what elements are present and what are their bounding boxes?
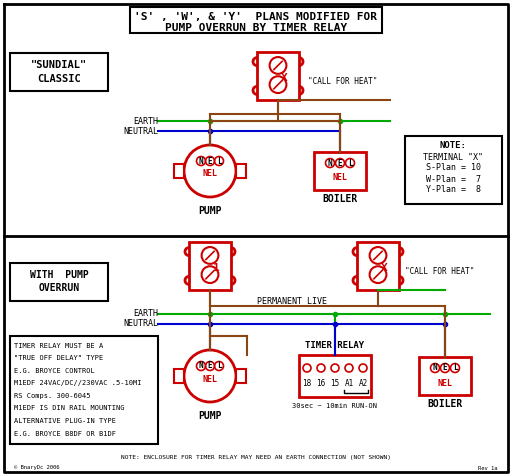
Text: Y-Plan =  8: Y-Plan = 8 (425, 186, 480, 195)
Text: N: N (199, 157, 203, 166)
Text: TERMINAL "X": TERMINAL "X" (423, 152, 483, 161)
Text: N: N (328, 159, 332, 168)
Text: "TRUE OFF DELAY" TYPE: "TRUE OFF DELAY" TYPE (14, 356, 103, 361)
Text: NEL: NEL (203, 375, 218, 384)
Text: © BnaryDc 2006: © BnaryDc 2006 (14, 466, 59, 470)
Text: X: X (281, 73, 288, 83)
Text: NEUTRAL: NEUTRAL (123, 127, 158, 136)
Text: PERMANENT LIVE: PERMANENT LIVE (257, 298, 327, 307)
FancyBboxPatch shape (357, 242, 399, 290)
Text: PUMP OVERRUN BY TIMER RELAY: PUMP OVERRUN BY TIMER RELAY (165, 23, 347, 33)
FancyBboxPatch shape (10, 336, 158, 444)
Text: A2: A2 (358, 379, 368, 388)
FancyBboxPatch shape (174, 369, 184, 383)
Text: S-Plan = 10: S-Plan = 10 (425, 163, 480, 172)
Text: PUMP: PUMP (198, 411, 222, 421)
Text: E.G. BROYCE CONTROL: E.G. BROYCE CONTROL (14, 368, 95, 374)
Text: EARTH: EARTH (133, 309, 158, 318)
Text: E: E (208, 361, 212, 370)
Text: "SUNDIAL": "SUNDIAL" (31, 60, 87, 70)
FancyBboxPatch shape (236, 369, 246, 383)
Text: L: L (348, 159, 352, 168)
Text: ALTERNATIVE PLUG-IN TYPE: ALTERNATIVE PLUG-IN TYPE (14, 418, 116, 424)
Text: EARTH: EARTH (133, 117, 158, 126)
Text: "CALL FOR HEAT": "CALL FOR HEAT" (308, 77, 377, 86)
Text: X: X (381, 263, 388, 273)
FancyBboxPatch shape (174, 164, 184, 178)
Text: BOILER: BOILER (323, 194, 357, 204)
FancyBboxPatch shape (314, 152, 366, 190)
Text: A1: A1 (345, 379, 354, 388)
FancyBboxPatch shape (405, 136, 502, 204)
Text: E: E (443, 364, 447, 373)
Text: Rev 1a: Rev 1a (479, 466, 498, 470)
Text: 'S' , 'W', & 'Y'  PLANS MODIFIED FOR: 'S' , 'W', & 'Y' PLANS MODIFIED FOR (135, 12, 377, 22)
Text: NEL: NEL (437, 378, 453, 387)
Text: L: L (453, 364, 457, 373)
Text: E: E (338, 159, 343, 168)
FancyBboxPatch shape (299, 355, 371, 397)
Text: PUMP: PUMP (198, 206, 222, 216)
Text: W-Plan =  7: W-Plan = 7 (425, 175, 480, 184)
Text: 16: 16 (316, 379, 326, 388)
Text: 18: 18 (303, 379, 312, 388)
FancyBboxPatch shape (189, 242, 231, 290)
FancyBboxPatch shape (257, 52, 299, 100)
Text: NOTE: ENCLOSURE FOR TIMER RELAY MAY NEED AN EARTH CONNECTION (NOT SHOWN): NOTE: ENCLOSURE FOR TIMER RELAY MAY NEED… (121, 456, 391, 460)
Text: NEL: NEL (203, 169, 218, 178)
Text: CLASSIC: CLASSIC (37, 74, 81, 84)
Text: L: L (217, 361, 221, 370)
Text: M1EDF IS DIN RAIL MOUNTING: M1EDF IS DIN RAIL MOUNTING (14, 406, 124, 411)
Text: TIMER RELAY: TIMER RELAY (306, 341, 365, 350)
Text: WITH  PUMP: WITH PUMP (30, 270, 89, 280)
FancyBboxPatch shape (236, 164, 246, 178)
FancyBboxPatch shape (10, 263, 108, 301)
Text: BOILER: BOILER (428, 399, 463, 409)
Text: RS Comps. 300-6045: RS Comps. 300-6045 (14, 393, 91, 399)
Text: "CALL FOR HEAT": "CALL FOR HEAT" (405, 268, 475, 277)
FancyBboxPatch shape (130, 7, 382, 33)
Text: NOTE:: NOTE: (440, 141, 466, 150)
Text: E.G. BROYCE B8DF OR B1DF: E.G. BROYCE B8DF OR B1DF (14, 430, 116, 436)
FancyBboxPatch shape (10, 53, 108, 91)
Text: 1: 1 (213, 263, 220, 273)
Text: L: L (217, 157, 221, 166)
FancyBboxPatch shape (419, 357, 471, 395)
Text: N: N (433, 364, 437, 373)
Text: OVERRUN: OVERRUN (38, 283, 79, 293)
Text: NEUTRAL: NEUTRAL (123, 319, 158, 328)
Text: 30sec ~ 10min RUN-ON: 30sec ~ 10min RUN-ON (292, 403, 377, 409)
Text: NEL: NEL (332, 173, 348, 182)
Text: M1EDF 24VAC/DC//230VAC .5-10MI: M1EDF 24VAC/DC//230VAC .5-10MI (14, 380, 141, 387)
Text: N: N (199, 361, 203, 370)
Text: TIMER RELAY MUST BE A: TIMER RELAY MUST BE A (14, 343, 103, 349)
Text: E: E (208, 157, 212, 166)
Text: 15: 15 (330, 379, 339, 388)
